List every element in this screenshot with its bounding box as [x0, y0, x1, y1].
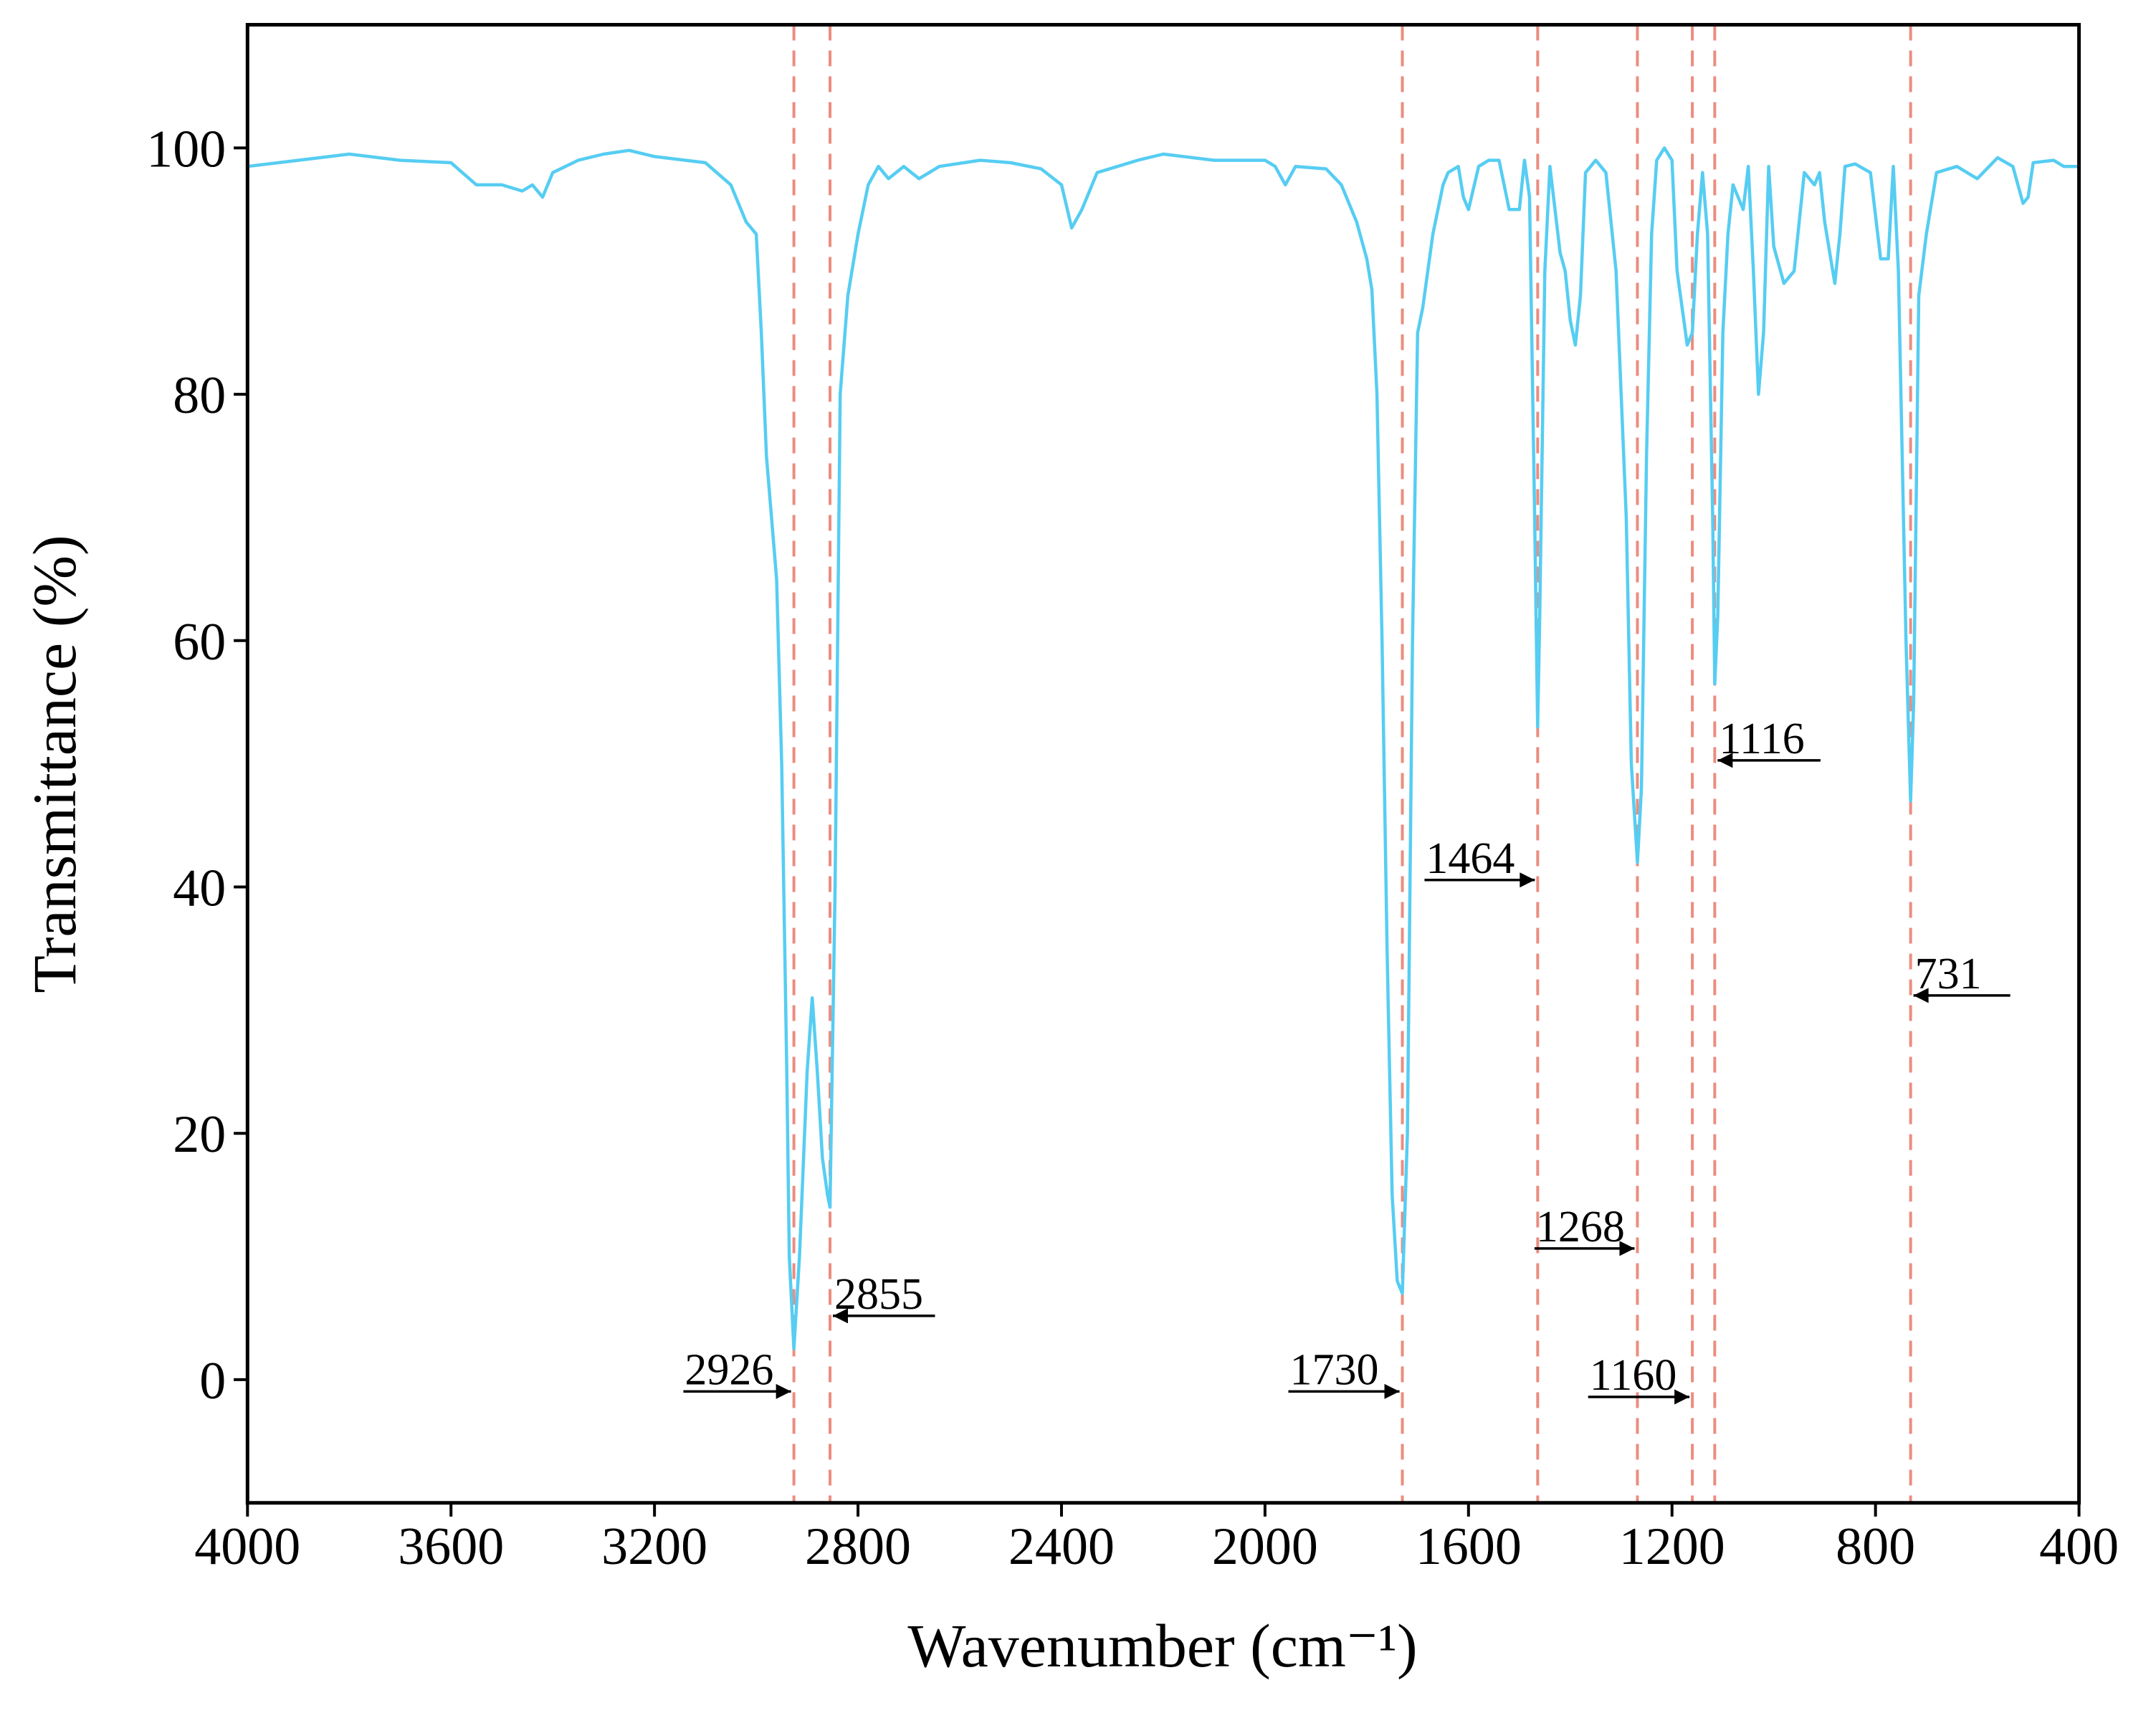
- y-tick-label: 100: [146, 120, 226, 178]
- peak-label: 1116: [1719, 715, 1804, 763]
- y-axis-label: Transmittance (%): [20, 535, 89, 993]
- x-tick-label: 400: [2039, 1517, 2119, 1576]
- x-axis-label: Wavenumber (cm⁻¹): [907, 1611, 1417, 1680]
- x-tick-label: 1600: [1416, 1517, 1522, 1576]
- peak-label: 1464: [1426, 834, 1515, 883]
- x-tick-label: 2000: [1212, 1517, 1318, 1576]
- peak-label: 1268: [1536, 1203, 1625, 1251]
- peak-label: 2855: [834, 1270, 923, 1319]
- x-tick-label: 4000: [194, 1517, 300, 1576]
- y-tick-label: 40: [173, 859, 226, 918]
- peak-label: 1730: [1290, 1345, 1379, 1394]
- x-tick-label: 800: [1836, 1517, 1915, 1576]
- y-tick-label: 0: [199, 1352, 226, 1411]
- x-tick-label: 1200: [1619, 1517, 1725, 1576]
- plot-frame: [245, 23, 2081, 1505]
- x-tick-label: 3200: [601, 1517, 707, 1576]
- y-tick-label: 20: [173, 1105, 226, 1164]
- x-tick-label: 2400: [1008, 1517, 1115, 1576]
- peak-label: 1160: [1590, 1351, 1677, 1400]
- y-tick-label: 60: [173, 613, 226, 672]
- y-tick-label: 80: [173, 366, 226, 425]
- peak-label: 731: [1915, 950, 1982, 998]
- x-tick-label: 2800: [805, 1517, 911, 1576]
- x-tick-label: 3600: [398, 1517, 504, 1576]
- peak-label: 2926: [685, 1345, 773, 1394]
- spectrum-line: [247, 146, 2079, 1351]
